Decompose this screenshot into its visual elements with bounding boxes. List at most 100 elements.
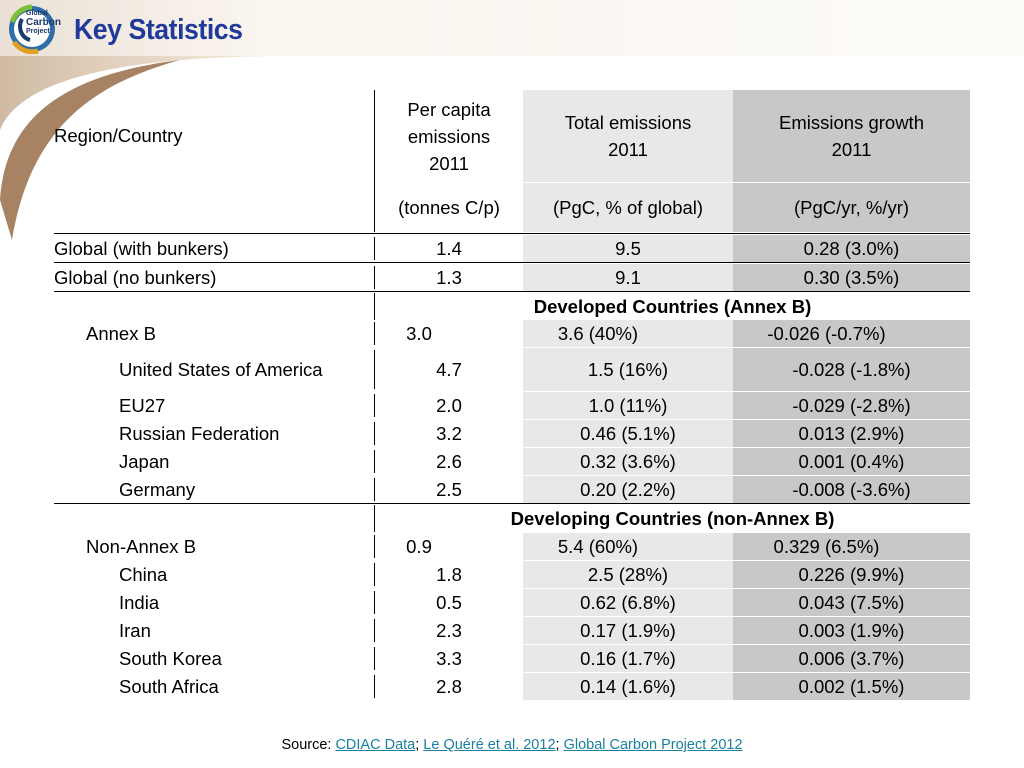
header-line: 2011 xyxy=(831,139,872,160)
value-text: 0.28 (3.0%) xyxy=(803,237,900,259)
header-vline xyxy=(374,90,375,232)
header-line: Per capita xyxy=(407,98,491,120)
value-text: 0.20 (2.2%) xyxy=(580,478,676,500)
value-text: -0.029 (-2.8%) xyxy=(792,394,911,416)
value-text: 0.001 (0.4%) xyxy=(798,450,905,472)
value-growth: 0.003 (1.9%) xyxy=(733,617,970,644)
value-per-capita: 2.3 xyxy=(375,617,523,644)
page-title: Key Statistics xyxy=(74,14,243,46)
table-row: India 0.5 0.62 (6.8%) 0.043 (7.5%) xyxy=(54,589,970,616)
units-cell: (tonnes C/p) xyxy=(375,183,523,232)
units-cell: (PgC, % of global) xyxy=(523,183,733,232)
value-per-capita: 0.5 xyxy=(375,589,523,616)
table-row: Iran 2.3 0.17 (1.9%) 0.003 (1.9%) xyxy=(54,617,970,644)
source-link-gcp[interactable]: Global Carbon Project 2012 xyxy=(563,737,743,753)
value-text: 0.32 (3.6%) xyxy=(580,450,676,472)
source-link-le-quere[interactable]: Le Quéré et al. 2012 xyxy=(423,737,556,753)
value-text: 0.329 (6.5%) xyxy=(773,535,880,557)
row-separator xyxy=(54,419,970,420)
value-text: 5.4 (60%) xyxy=(557,535,639,557)
value-growth: 0.226 (9.9%) xyxy=(733,561,970,588)
value-growth: 0.013 (2.9%) xyxy=(733,420,970,447)
value-total: 1.5 (16%) xyxy=(523,348,733,391)
value-growth: 0.30 (3.5%) xyxy=(733,264,970,291)
row-separator xyxy=(54,560,970,561)
table-row: Non-Annex B 0.9 5.4 (60%) 0.329 (6.5%) xyxy=(54,533,970,560)
table-row: Annex B 3.0 3.6 (40%) -0.026 (-0.7%) xyxy=(54,320,970,347)
value-text: 0.14 (1.6%) xyxy=(580,675,676,697)
value-per-capita: 2.6 xyxy=(375,448,523,475)
region-name: South Korea xyxy=(119,647,222,669)
section-vline xyxy=(374,505,375,532)
value-growth: 0.006 (3.7%) xyxy=(733,645,970,672)
value-per-capita: 2.8 xyxy=(375,673,523,700)
region-name: Iran xyxy=(119,619,151,641)
table-row: United States of America 4.7 1.5 (16%) -0.0… xyxy=(54,348,970,391)
region-name: EU27 xyxy=(119,394,166,416)
header-line: 2011 xyxy=(608,139,648,160)
value-total: 1.0 (11%) xyxy=(523,392,733,419)
value-growth: 0.043 (7.5%) xyxy=(733,589,970,616)
row-vline xyxy=(374,266,375,289)
value-text: 3.3 xyxy=(436,647,462,669)
value-text: 1.0 (11%) xyxy=(588,394,668,416)
value-per-capita: 4.7 xyxy=(375,348,523,391)
value-text: 2.0 xyxy=(436,394,462,416)
section-developed: Developed Countries (Annex B) xyxy=(375,293,970,320)
source-link-cdiac[interactable]: CDIAC Data xyxy=(335,737,416,753)
region-name: Global (no bunkers) xyxy=(54,266,217,288)
region-name: Non-Annex B xyxy=(86,535,197,557)
value-per-capita: 2.0 xyxy=(375,392,523,419)
value-text: 0.5 xyxy=(436,591,462,613)
row-separator xyxy=(54,644,970,645)
row-vline xyxy=(374,535,375,558)
global-rule-2 xyxy=(54,291,970,292)
value-text: 2.8 xyxy=(436,675,462,697)
row-separator xyxy=(54,616,970,617)
header-row: Region/Country Per capita emissions 2011 Tot… xyxy=(54,90,970,182)
value-text: 0.013 (2.9%) xyxy=(798,422,905,444)
value-total: 0.32 (3.6%) xyxy=(523,448,733,475)
header-separator xyxy=(54,182,970,183)
value-text: 0.30 (3.5%) xyxy=(803,266,900,288)
source-line: Source: CDIAC Data; Le Quéré et al. 2012… xyxy=(0,737,1024,753)
value-text: 2.5 (28%) xyxy=(587,563,669,585)
row-vline xyxy=(374,619,375,642)
table-row: Global (with bunkers) 1.4 9.5 0.28 (3.0%) xyxy=(54,235,970,262)
row-vline xyxy=(374,350,375,389)
value-text: -0.028 (-1.8%) xyxy=(792,358,911,380)
value-growth: -0.008 (-3.6%) xyxy=(733,476,970,503)
row-separator xyxy=(54,391,970,392)
region-name: China xyxy=(119,563,168,585)
row-separator xyxy=(54,447,970,448)
header-region: Region/Country xyxy=(54,125,183,146)
table-row: South Korea 3.3 0.16 (1.7%) 0.006 (3.7%) xyxy=(54,645,970,672)
table-row: Japan 2.6 0.32 (3.6%) 0.001 (0.4%) xyxy=(54,448,970,475)
value-per-capita: 0.9 xyxy=(375,533,523,560)
row-separator xyxy=(54,475,970,476)
value-per-capita: 3.0 xyxy=(375,320,523,347)
value-text: 2.3 xyxy=(436,619,462,641)
section-developing: Developing Countries (non-Annex B) xyxy=(375,505,970,532)
value-text: -0.008 (-3.6%) xyxy=(792,478,911,500)
value-growth: 0.002 (1.5%) xyxy=(733,673,970,700)
row-vline xyxy=(374,450,375,473)
value-text: 2.5 xyxy=(436,478,462,500)
row-vline xyxy=(374,647,375,670)
logo-line: Project xyxy=(26,28,50,35)
region-name: Global (with bunkers) xyxy=(54,237,229,259)
table-row: Russian Federation 3.2 0.46 (5.1%) 0.013 (2… xyxy=(54,420,970,447)
value-total: 0.16 (1.7%) xyxy=(523,645,733,672)
value-text: 1.8 xyxy=(436,563,462,585)
row-vline xyxy=(374,394,375,417)
table-row: Germany 2.5 0.20 (2.2%) -0.008 (-3.6%) xyxy=(54,476,970,503)
table-row: China 1.8 2.5 (28%) 0.226 (9.9%) xyxy=(54,561,970,588)
value-text: 9.1 xyxy=(615,266,641,288)
header-cell: Per capita emissions 2011 xyxy=(375,90,523,182)
value-text: 2.6 xyxy=(436,450,462,472)
units-row: (tonnes C/p) (PgC, % of global) (PgC/yr, %… xyxy=(54,183,970,232)
region-name: South Africa xyxy=(119,675,219,697)
logo-text: Global Carbon Project xyxy=(26,10,61,36)
header-cell: Emissions growth 2011 xyxy=(733,90,970,182)
value-text: 3.2 xyxy=(436,422,462,444)
